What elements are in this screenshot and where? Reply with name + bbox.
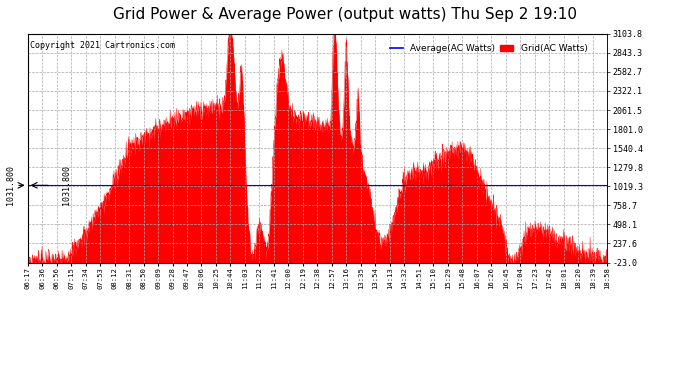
Text: 1031.800: 1031.800	[62, 165, 71, 206]
Text: Grid Power & Average Power (output watts) Thu Sep 2 19:10: Grid Power & Average Power (output watts…	[113, 8, 577, 22]
Legend: Average(AC Watts), Grid(AC Watts): Average(AC Watts), Grid(AC Watts)	[386, 40, 591, 57]
Text: Copyright 2021 Cartronics.com: Copyright 2021 Cartronics.com	[30, 40, 175, 50]
Text: 1031.800: 1031.800	[6, 165, 14, 206]
